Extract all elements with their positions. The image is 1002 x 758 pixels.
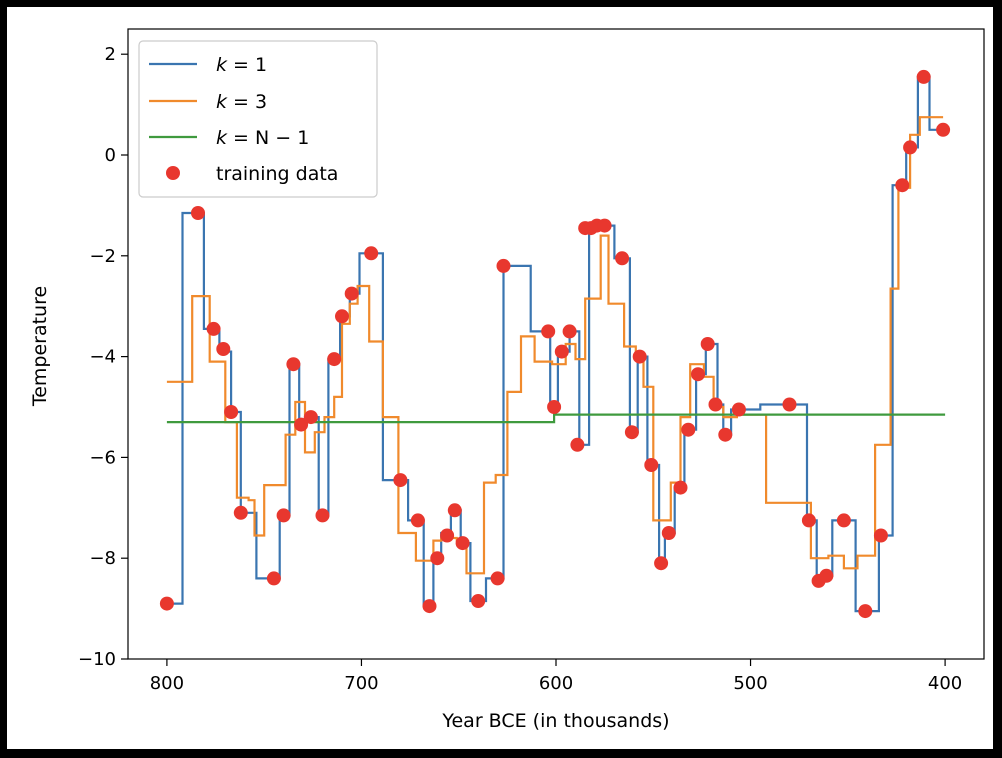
training-data-point — [490, 571, 505, 586]
x-tick-label: 500 — [733, 673, 767, 694]
legend-swatch-training-data — [166, 166, 180, 180]
training-data-point — [447, 503, 462, 518]
training-data-point — [681, 422, 696, 437]
training-data-point — [276, 508, 291, 523]
y-tick-label: −8 — [89, 548, 116, 569]
training-data-point — [286, 357, 301, 372]
series-line-3 — [166, 413, 946, 424]
training-data-point — [708, 397, 723, 412]
y-tick-label: 0 — [105, 145, 116, 166]
training-data-point — [541, 324, 556, 339]
training-data-point — [673, 480, 688, 495]
training-data-point — [903, 140, 918, 155]
legend-label-training-data: training data — [216, 163, 338, 185]
legend-label-1: k = 1 — [216, 54, 267, 76]
training-data-point — [819, 568, 834, 583]
training-data-point — [440, 528, 455, 543]
training-data-point — [632, 349, 647, 364]
training-data-point — [873, 528, 888, 543]
y-tick-label: −10 — [78, 649, 116, 670]
y-tick-label: −4 — [89, 347, 116, 368]
y-axis-ticks: 2 0 −2 −4 −6 −8 −10 — [78, 44, 128, 670]
training-data-point — [315, 508, 330, 523]
training-data-point — [344, 286, 359, 301]
training-data-point — [936, 122, 951, 137]
y-tick-label: −6 — [89, 447, 116, 468]
y-tick-label: 2 — [105, 44, 116, 65]
x-axis-ticks: 800 700 600 500 400 — [150, 659, 962, 694]
training-data-point — [836, 513, 851, 528]
training-data-point — [410, 513, 425, 528]
training-data-point — [327, 352, 342, 367]
training-data-point — [554, 344, 569, 359]
training-data-point — [691, 367, 705, 382]
training-data-point — [782, 397, 797, 412]
training-data-point — [216, 342, 231, 356]
training-data-point — [858, 604, 873, 619]
training-data-point — [224, 405, 239, 419]
training-data-point — [471, 594, 486, 608]
training-data-point — [266, 571, 281, 586]
training-data-point — [644, 458, 659, 472]
training-data-point — [661, 526, 676, 540]
x-tick-label: 400 — [928, 673, 962, 694]
training-data-point — [895, 178, 910, 193]
y-axis-label: Temperature — [29, 286, 51, 407]
legend-label-2: k = 3 — [216, 91, 267, 113]
x-tick-label: 600 — [539, 673, 573, 694]
training-data-point — [801, 513, 816, 528]
training-data-point — [916, 69, 931, 84]
training-data-point — [547, 400, 562, 414]
training-data-points — [159, 69, 951, 619]
training-data-point — [233, 505, 248, 520]
training-data-point — [731, 402, 746, 417]
training-data-point — [455, 536, 470, 551]
training-data-point — [624, 425, 639, 440]
training-data-point — [430, 551, 445, 566]
training-data-point — [393, 473, 408, 488]
training-data-point — [191, 206, 205, 220]
training-data-point — [562, 324, 577, 339]
legend-box — [138, 40, 378, 198]
series-line-2 — [166, 116, 944, 575]
training-data-point — [294, 417, 309, 432]
training-data-point — [422, 599, 437, 614]
training-data-point — [570, 437, 585, 452]
training-data-point — [597, 218, 612, 233]
legend-label-3: k = N − 1 — [216, 127, 309, 149]
training-data-point — [206, 321, 221, 336]
legend: k = 1 k = 3 k = N − 1 training data — [138, 40, 378, 198]
training-data-point — [718, 427, 733, 442]
training-data-point — [335, 309, 349, 324]
x-axis-label: Year BCE (in thousands) — [441, 710, 669, 732]
training-data-point — [303, 410, 318, 425]
training-data-point — [615, 251, 630, 266]
training-data-point — [700, 337, 715, 351]
training-data-point — [496, 258, 511, 273]
training-data-point — [159, 596, 174, 611]
training-data-point — [654, 556, 669, 571]
y-tick-label: −2 — [89, 246, 116, 267]
training-data-point — [364, 246, 379, 261]
x-tick-label: 800 — [150, 673, 184, 694]
x-tick-label: 700 — [344, 673, 378, 694]
